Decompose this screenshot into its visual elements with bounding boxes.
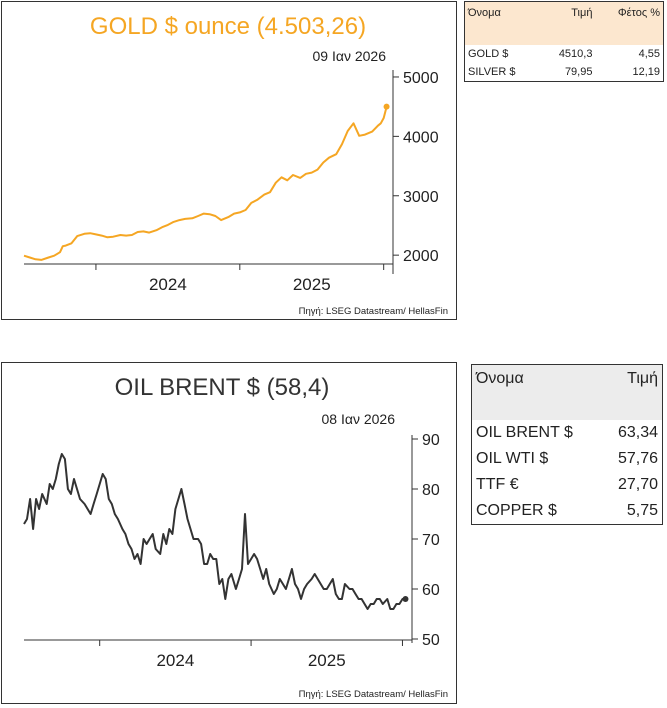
gold-x-tick-label: 2025 [293, 275, 331, 294]
table-row: COPPER $ 5,75 [472, 498, 663, 525]
silver-row-ytd: 12,19 [632, 66, 660, 78]
silver-row-name: SILVER $ [468, 66, 516, 78]
ttf-row-name: TTF € [476, 476, 519, 493]
table-row: OIL BRENT $ 63,34 [472, 420, 663, 446]
oil-y-tick-label: 90 [422, 432, 440, 449]
oil-x-tick-label: 2024 [156, 651, 194, 670]
oil-chart-title: OIL BRENT $ (58,4) [115, 374, 330, 401]
gold-chart-panel: GOLD $ ounce (4.503,26) 09 Ιαν 2026 Πηγή… [1, 1, 457, 320]
gold-row-name: GOLD $ [468, 48, 509, 60]
oil-chart: OIL BRENT $ (58,4) 08 Ιαν 2026 Πηγή: LSE… [23, 374, 448, 700]
oil-chart-date: 08 Ιαν 2026 [322, 411, 396, 427]
table-row: GOLD $ 4510,3 4,55 [465, 45, 664, 63]
oil-y-tick-label: 50 [422, 632, 440, 649]
gold-table-header-name: Όνομα [464, 1, 541, 45]
brent-row-name: OIL BRENT $ [476, 424, 573, 441]
brent-row-price: 63,34 [617, 424, 658, 441]
oil-last-point [402, 596, 409, 602]
table-row: SILVER $ 79,95 12,19 [465, 63, 664, 82]
oil-table-header: Όνομα Τιμή [471, 364, 663, 420]
copper-row-price: 5,75 [626, 502, 658, 519]
gold-last-point [383, 103, 390, 110]
table-row: OIL WTI $ 57,76 [472, 446, 663, 472]
gold-chart-title: GOLD $ ounce (4.503,26) [90, 13, 366, 40]
gold-y-tick-label: 5000 [403, 70, 439, 87]
oil-series-line [23, 453, 406, 610]
silver-row-price: 79,95 [564, 66, 593, 78]
wti-row-price: 57,76 [617, 450, 658, 467]
wti-row-name: OIL WTI $ [476, 450, 549, 467]
oil-x-tick-label: 2025 [308, 651, 346, 670]
gold-chart-source: Πηγή: LSEG Datastream/ HellasFin [299, 306, 448, 317]
gold-row-ytd: 4,55 [638, 48, 660, 60]
oil-y-tick-label: 80 [422, 482, 440, 499]
gold-y-tick-label: 3000 [403, 189, 439, 206]
gold-series-line [23, 106, 388, 261]
gold-chart-date: 09 Ιαν 2026 [313, 48, 387, 64]
gold-x-tick-label: 2024 [149, 275, 187, 294]
oil-chart-source: Πηγή: LSEG Datastream/ HellasFin [299, 689, 448, 700]
gold-table: Όνομα Τιμή Φέτος % GOLD $ 4510,3 4,55 SI… [464, 1, 664, 82]
ttf-row-price: 27,70 [617, 476, 658, 493]
oil-y-tick-label: 60 [422, 582, 440, 599]
oil-table: Όνομα Τιμή OIL BRENT $ 63,34 OIL WTI $ 5… [471, 364, 663, 525]
oil-table-header-price: Τιμή [602, 364, 663, 420]
gold-row-price: 4510,3 [558, 48, 593, 60]
gold-y-tick-label: 2000 [403, 248, 439, 265]
oil-y-tick-label: 70 [422, 532, 440, 549]
oil-plot-area: 50 60 70 80 90 2024 2025 [23, 432, 440, 670]
gold-chart: GOLD $ ounce (4.503,26) 09 Ιαν 2026 Πηγή… [23, 13, 448, 317]
oil-chart-panel: OIL BRENT $ (58,4) 08 Ιαν 2026 Πηγή: LSE… [1, 362, 457, 704]
table-row: TTF € 27,70 [472, 472, 663, 498]
gold-plot-area: 2000 3000 4000 5000 2024 2025 [23, 70, 439, 294]
copper-row-name: COPPER $ [476, 502, 557, 519]
gold-y-tick-label: 4000 [403, 129, 439, 146]
gold-table-header-price: Τιμή [540, 1, 596, 45]
gold-table-header-ytd: Φέτος % [595, 1, 664, 45]
gold-table-header: Όνομα Τιμή Φέτος % [464, 1, 664, 45]
oil-table-header-name: Όνομα [471, 364, 603, 420]
